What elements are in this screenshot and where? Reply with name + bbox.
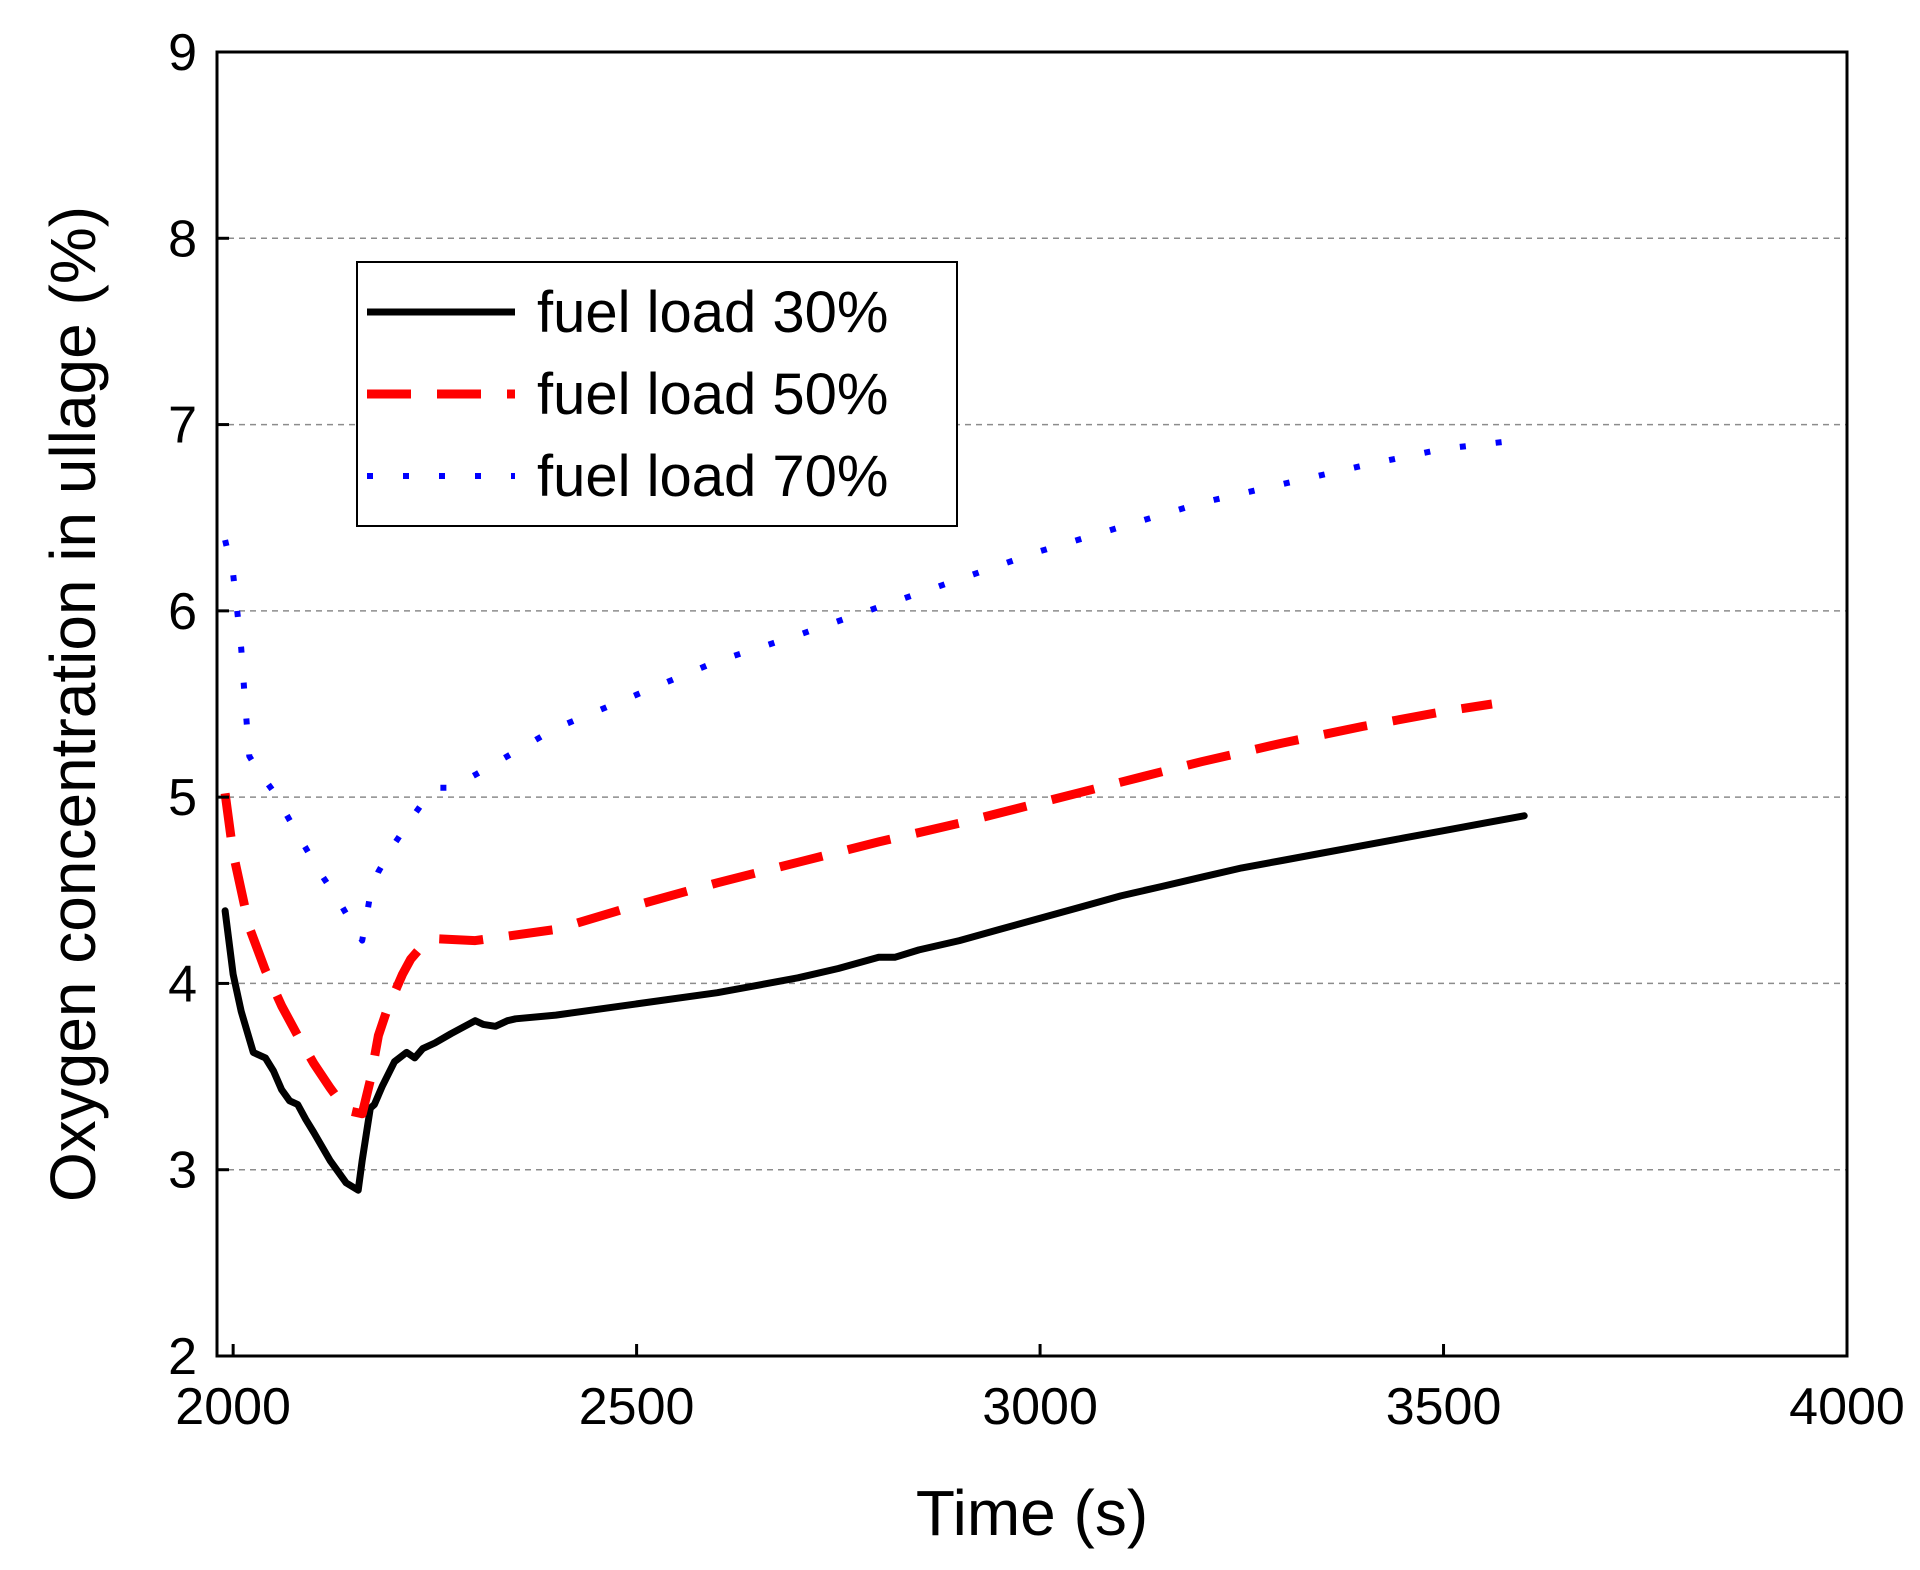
legend-label-series-3: fuel load 70% xyxy=(537,444,888,509)
x-tick-label: 3000 xyxy=(982,1378,1098,1436)
series-line-1 xyxy=(221,812,1528,1194)
y-tick-label: 8 xyxy=(168,210,197,268)
x-tick-label: 4000 xyxy=(1789,1378,1905,1436)
x-tick-label: 3500 xyxy=(1386,1378,1502,1436)
y-tick-label: 5 xyxy=(168,769,197,827)
y-tick-label: 7 xyxy=(168,397,197,455)
legend: fuel load 30% fuel load 50% fuel load 70… xyxy=(356,261,958,527)
y-tick-label: 2 xyxy=(168,1328,197,1386)
y-tick-label: 4 xyxy=(168,955,197,1013)
axis-ticks: 2000 2500 3000 3500 4000 2 3 4 5 6 7 8 9 xyxy=(168,24,1905,1436)
series-lines xyxy=(220,436,1528,1194)
legend-label-series-1: fuel load 30% xyxy=(537,280,888,345)
series-line-2 xyxy=(220,699,1493,1119)
y-tick-label: 9 xyxy=(168,24,197,82)
gridlines xyxy=(217,237,1847,1171)
plot-frame xyxy=(215,50,1849,1358)
x-tick-label: 2000 xyxy=(175,1378,291,1436)
x-tick-label: 2500 xyxy=(579,1378,695,1436)
y-tick-label: 6 xyxy=(168,583,197,641)
x-axis-title: Time (s) xyxy=(916,1477,1148,1549)
y-tick-label: 3 xyxy=(168,1142,197,1200)
legend-label-series-2: fuel load 50% xyxy=(537,362,888,427)
y-axis-title: Oxygen concentration in ullage (%) xyxy=(37,206,109,1202)
